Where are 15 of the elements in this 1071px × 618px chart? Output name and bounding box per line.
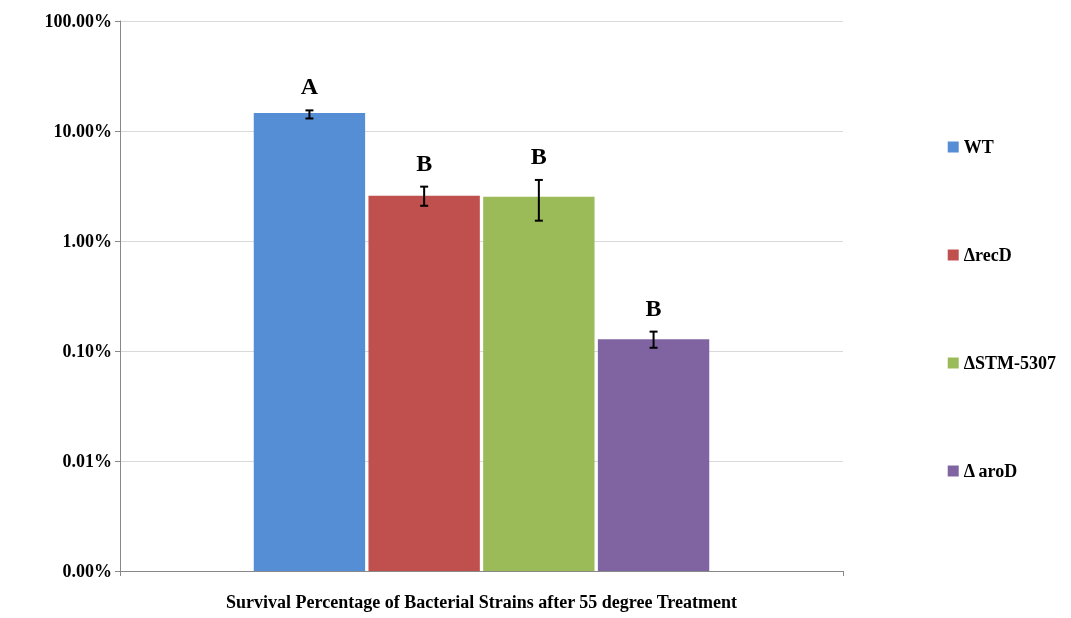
data-label: B	[645, 294, 662, 321]
data-label: B	[530, 142, 547, 169]
y-tick-label: 10.00%	[53, 121, 112, 141]
legend-label: ΔrecD	[963, 245, 1012, 265]
y-tick-label: 0.00%	[62, 561, 112, 581]
legend-label: WT	[963, 137, 994, 157]
y-tick-label: 1.00%	[62, 231, 112, 251]
y-tick-label: 0.10%	[62, 341, 112, 361]
legend-label: ΔSTM-5307	[963, 353, 1057, 373]
data-label: A	[300, 73, 319, 100]
y-tick-label: 0.01%	[62, 451, 112, 471]
x-axis-title: Survival Percentage of Bacterial Strains after 55 degree Treatment	[226, 592, 737, 612]
y-tick-label: 100.00%	[44, 11, 112, 31]
data-label: B	[416, 149, 433, 176]
legend-label: Δ aroD	[963, 461, 1018, 481]
